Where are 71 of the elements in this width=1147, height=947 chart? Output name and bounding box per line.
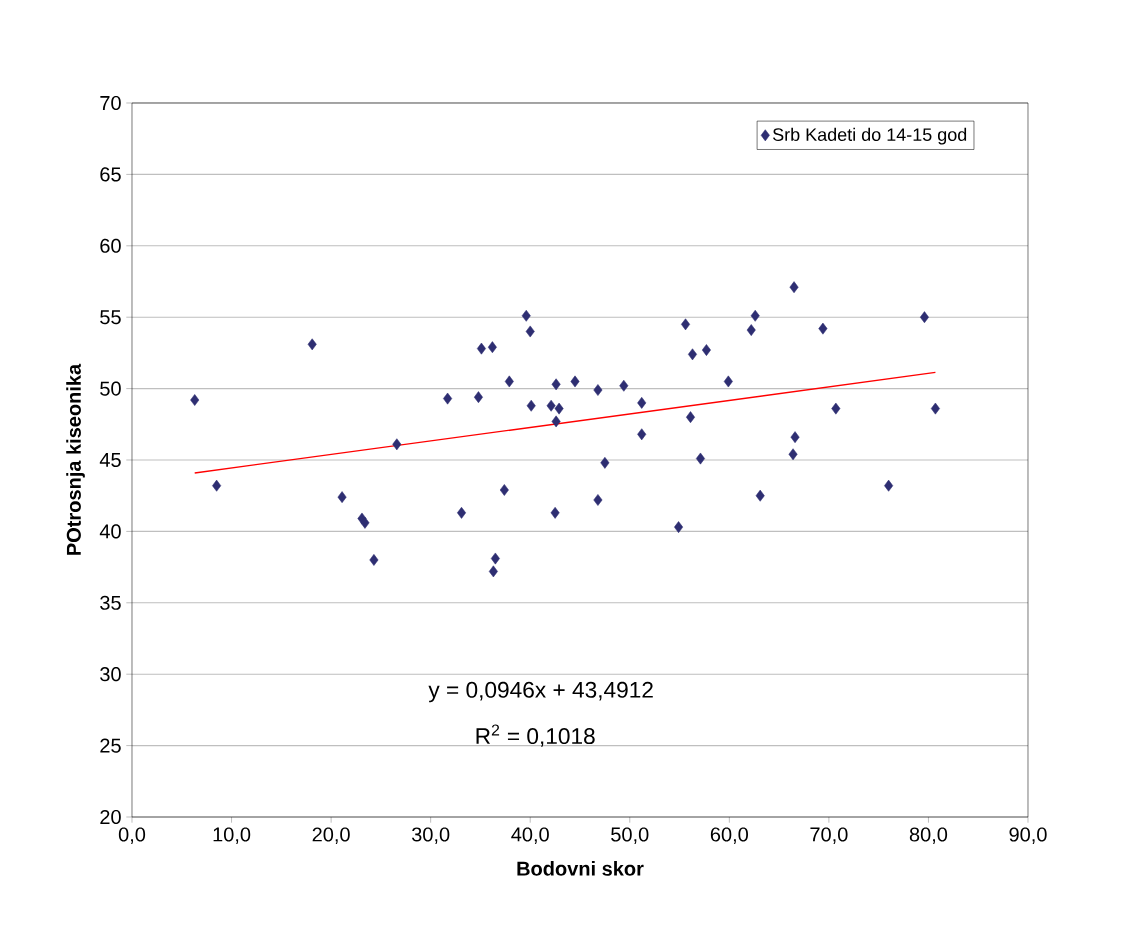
point [392,438,402,451]
y-tick-label: 35 [100,595,121,610]
point [521,309,531,322]
point [884,479,894,492]
point [755,489,765,502]
point [600,456,610,469]
point [593,384,603,396]
y-tick-label: 70 [100,95,121,111]
point [488,565,498,578]
y-tick-label: 25 [100,738,121,753]
point [525,325,535,338]
x-tick-label: 60,0 [710,827,748,844]
y-tick-label: 45 [99,453,121,467]
point [570,375,580,388]
x-tick-label: 70,0 [810,827,848,844]
y-tick-label: 65 [100,167,121,182]
point [337,491,347,503]
y-tick-label: 20 [100,809,121,825]
y-tick-label: 40 [99,524,121,539]
point [487,341,497,354]
x-tick-label: 90,0 [1009,827,1047,844]
x-tick-label: 20,0 [312,827,350,844]
point [551,378,561,391]
point [674,521,684,533]
point [788,448,798,461]
point [695,452,705,465]
legend-label: Srb Kadeti do 14-15 god [772,127,967,145]
annotation: R$^{2}$ = 0,1018 [476,724,595,747]
point [551,415,561,428]
point [490,552,500,565]
point [637,428,647,441]
x-axis-title: Bodovni skor [517,861,644,876]
point [369,554,379,566]
point [476,342,486,355]
point [930,402,940,415]
point [526,399,536,412]
point [701,344,711,356]
x-tick-label: 30,0 [411,827,450,844]
y-tick-label: 60 [100,238,121,253]
point [619,379,629,392]
point [723,375,733,388]
point [750,309,760,322]
y-tick-label: 30 [100,667,121,682]
y-axis-title: POtrosnja kiseonika [66,363,85,555]
point [307,338,317,351]
point [360,516,370,529]
point [554,402,564,415]
y-tick-label: 55 [100,310,121,325]
point [789,281,799,294]
point [831,402,841,415]
point [212,479,222,492]
point [919,311,929,324]
point [593,494,603,506]
point [818,322,828,335]
point [499,484,509,496]
point [504,375,514,388]
x-tick-label: 50,0 [611,827,649,844]
y-tick-label: 50 [100,381,121,396]
point [443,392,453,405]
point [473,391,483,404]
annotation: y = 0,0946x + 43,4912 [428,681,653,703]
point [550,506,560,519]
point [790,431,800,444]
point [546,399,556,412]
x-tick-label: 0,0 [118,827,146,844]
point [190,394,200,406]
x-tick-label: 80,0 [909,827,948,844]
x-tick-label: 40,0 [511,827,549,844]
point [746,324,756,336]
x-tick-label: 10,0 [213,827,251,844]
point [637,397,647,409]
